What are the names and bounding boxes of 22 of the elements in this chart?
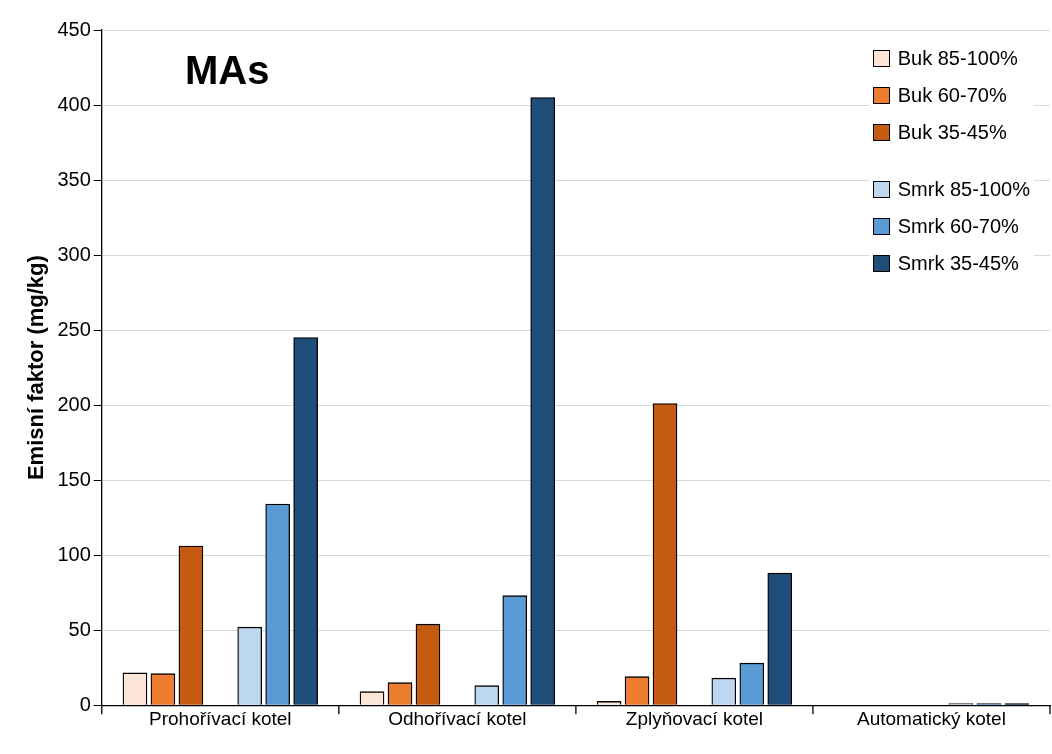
legend-label: Buk 85-100% — [897, 47, 1018, 70]
x-tick-label: Automatický kotel — [857, 707, 1006, 729]
x-tick-label: Zplyňovací kotel — [625, 707, 764, 729]
chart-title: MAs — [185, 48, 270, 93]
legend-label: Smrk 85-100% — [897, 178, 1030, 201]
y-tick-label: 300 — [57, 242, 91, 265]
y-tick-label: 250 — [57, 317, 91, 340]
y-tick-label: 450 — [57, 17, 91, 40]
y-tick-label: 400 — [57, 92, 91, 115]
legend-label: Buk 60-70% — [897, 84, 1007, 107]
legend-label: Buk 35-45% — [897, 121, 1007, 144]
y-tick-label: 350 — [57, 167, 91, 190]
x-tick-label: Prohořívací kotel — [149, 707, 292, 729]
y-tick-label: 100 — [57, 542, 91, 565]
x-tick-label: Odhořívací kotel — [388, 707, 527, 729]
legend-label: Smrk 60-70% — [897, 215, 1019, 238]
y-axis-title: Emisní faktor (mg/kg) — [23, 255, 49, 481]
y-tick-label: 50 — [68, 617, 91, 640]
y-tick-label: 150 — [57, 467, 91, 490]
y-tick-label: 0 — [79, 692, 91, 715]
y-tick-label: 200 — [57, 392, 91, 415]
legend-label: Smrk 35-45% — [897, 252, 1019, 275]
